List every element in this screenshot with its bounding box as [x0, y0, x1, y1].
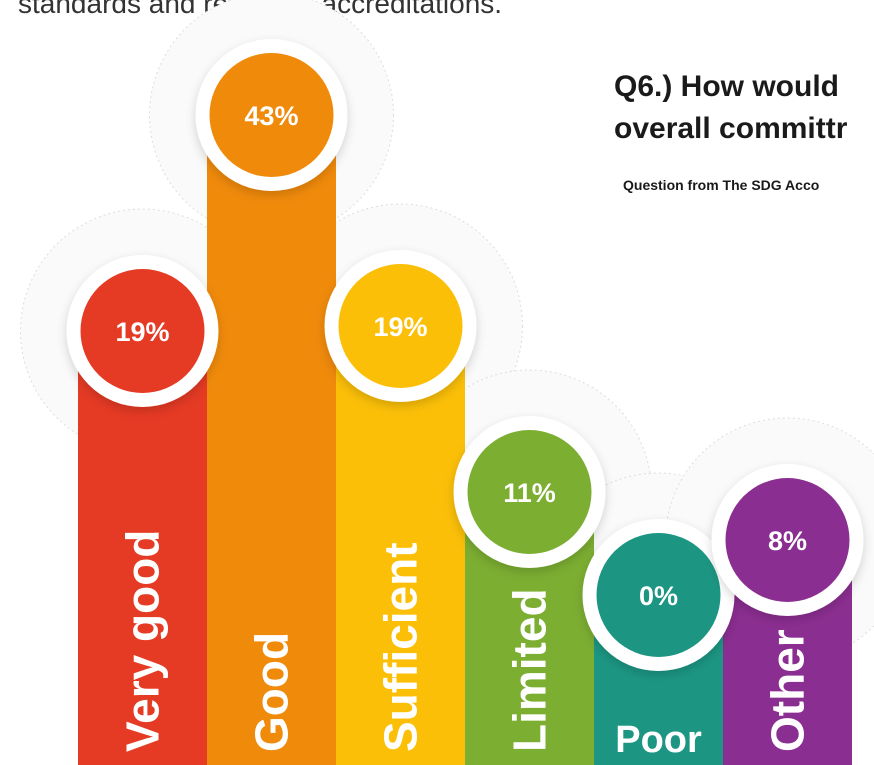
category-label-very-good: Very good — [117, 530, 169, 752]
disc-limited — [467, 430, 592, 554]
value-label-other: 8% — [768, 526, 807, 556]
disc-very-good — [80, 269, 205, 393]
value-label-poor: 0% — [639, 581, 678, 611]
value-label-good: 43% — [244, 101, 298, 131]
value-label-limited: 11% — [503, 478, 556, 508]
chart-title: Q6.) How would overall committr — [614, 66, 847, 150]
disc-good — [209, 53, 334, 177]
category-label-limited: Limited — [504, 588, 556, 752]
disc-sufficient — [338, 264, 463, 388]
category-label-poor: Poor — [615, 719, 702, 761]
value-circles — [66, 39, 864, 671]
disc-other — [725, 478, 850, 602]
value-label-sufficient: 19% — [373, 312, 427, 342]
disc-poor — [596, 533, 721, 657]
category-label-good: Good — [246, 632, 298, 752]
bar-good — [207, 115, 336, 765]
category-label-other: Other — [762, 629, 814, 752]
category-labels-group: Very good Good Sufficient Limited Poor Other — [117, 530, 814, 761]
category-label-sufficient: Sufficient — [375, 542, 427, 752]
value-label-very-good: 19% — [115, 317, 169, 347]
chart-subtitle: Question from The SDG Acco — [623, 177, 820, 193]
chart-title-line-2: overall committr — [614, 112, 848, 145]
chart-title-line-1: Q6.) How would — [614, 70, 839, 103]
value-labels-group: 19% 43% 19% 11% 0% 8% — [115, 101, 807, 611]
